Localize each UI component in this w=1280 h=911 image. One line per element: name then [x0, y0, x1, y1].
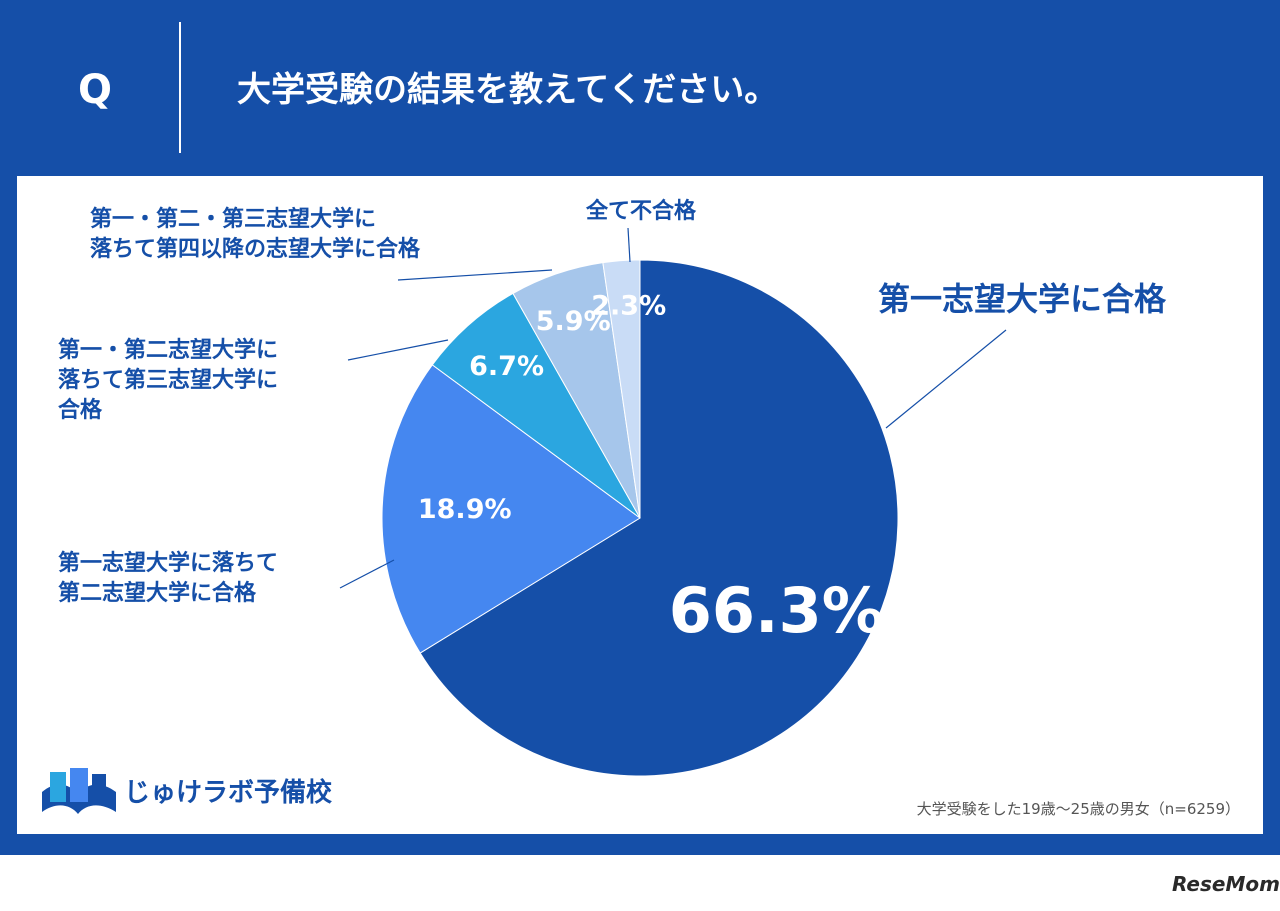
slice-category-label-line: 全て不合格: [585, 198, 697, 224]
leader-lines-layer: [339, 227, 1007, 589]
leader-line-4: [397, 269, 553, 281]
watermark-logo: ReseMom: [1172, 872, 1280, 896]
question-marker: Q: [78, 67, 113, 113]
pie-slice-3: [431, 292, 641, 519]
value-labels-layer: 66.3% 18.9% 6.7% 5.9%2.3%: [418, 291, 884, 647]
brand-logo: じゅけラボ予備校: [36, 762, 356, 818]
leader-line-3: [347, 339, 449, 361]
slice-category-label-3: 第一・第二志望大学に落ちて第三志望大学に合格: [58, 337, 278, 423]
slice-category-label-2: 第一志望大学に落ちて第二志望大学に合格: [58, 550, 278, 606]
slice-category-label-line: 落ちて第四以降の志望大学に合格: [90, 236, 421, 262]
leader-line-2: [339, 559, 395, 589]
pie-slice-2: [381, 364, 641, 654]
slice-category-label-1: 第一志望大学に合格: [878, 280, 1167, 318]
slice-category-label-line: 第一志望大学に合格: [878, 280, 1167, 318]
leader-line-1: [885, 329, 1007, 429]
slices-layer: [381, 259, 899, 777]
brand-logo-text: じゅけラボ予備校: [124, 778, 333, 808]
slice-category-label-line: 第一志望大学に落ちて: [58, 550, 278, 576]
slice-category-label-line: 第一・第二志望大学に: [58, 337, 278, 363]
slice-value-label-5: 2.3%: [591, 291, 666, 322]
sample-footnote: 大学受験をした19歳～25歳の男女（n=6259）: [916, 800, 1240, 818]
slice-value-label-2: 18.9%: [418, 494, 512, 525]
category-labels-layer: 第一志望大学に合格第一志望大学に落ちて第二志望大学に合格第一・第二志望大学に落ち…: [58, 198, 1167, 606]
slice-category-label-line: 落ちて第三志望大学に: [58, 367, 278, 393]
question-title: 大学受験の結果を教えてください。: [237, 70, 779, 110]
slice-category-label-5: 全て不合格: [585, 198, 697, 224]
slice-value-label-1: 66.3%: [669, 574, 884, 647]
header-divider: [179, 22, 181, 153]
slice-value-label-3: 6.7%: [469, 351, 544, 382]
pie-slice-1: [419, 259, 899, 777]
leader-line-5: [627, 227, 631, 263]
slice-category-label-line: 第一・第二・第三志望大学に: [90, 206, 376, 232]
slice-category-label-line: 合格: [58, 397, 103, 423]
slice-category-label-line: 第二志望大学に合格: [58, 580, 257, 606]
book-logo-icon: [42, 768, 116, 814]
slice-category-label-4: 第一・第二・第三志望大学に落ちて第四以降の志望大学に合格: [90, 206, 421, 262]
pie-chart: 66.3% 18.9% 6.7% 5.9%2.3% 第一志望大学に合格第一志望大学に落…: [58, 198, 1167, 777]
pie-slice-5: [602, 259, 641, 519]
slice-value-label-4: 5.9%: [536, 306, 611, 337]
